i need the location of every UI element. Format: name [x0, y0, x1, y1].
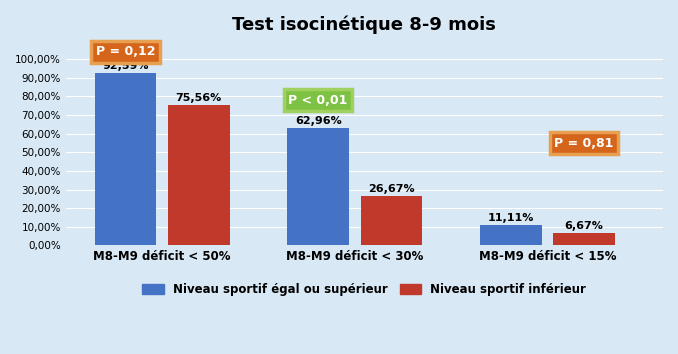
Text: 92,59%: 92,59% — [102, 61, 148, 71]
Title: Test isocinétique 8-9 mois: Test isocinétique 8-9 mois — [233, 15, 496, 34]
Text: 75,56%: 75,56% — [176, 93, 222, 103]
Text: 26,67%: 26,67% — [368, 184, 415, 194]
Bar — [168, 105, 229, 245]
Bar — [480, 225, 542, 245]
Legend: Niveau sportif égal ou supérieur, Niveau sportif inférieur: Niveau sportif égal ou supérieur, Niveau… — [138, 279, 591, 301]
Text: 6,67%: 6,67% — [565, 221, 603, 231]
Bar — [553, 233, 615, 245]
Bar — [287, 128, 349, 245]
Text: P = 0,81: P = 0,81 — [555, 137, 614, 149]
Text: P = 0,12: P = 0,12 — [96, 45, 155, 58]
Text: 62,96%: 62,96% — [295, 116, 342, 126]
Bar — [361, 196, 422, 245]
Text: 11,11%: 11,11% — [487, 213, 534, 223]
Bar — [95, 73, 157, 245]
Text: P < 0,01: P < 0,01 — [288, 94, 348, 107]
